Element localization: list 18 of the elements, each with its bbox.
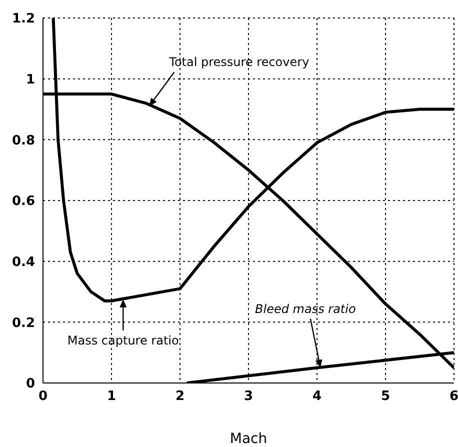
- annotation: Mass capture ratio: [67, 333, 179, 348]
- y-tick-label: 0.8: [12, 133, 35, 148]
- x-tick-label: 2: [175, 389, 185, 404]
- x-tick-label: 6: [449, 389, 458, 404]
- y-tick-label: 0.6: [12, 194, 35, 210]
- x-tick-label: 0: [38, 389, 48, 404]
- y-tick-label: 0: [26, 376, 35, 392]
- x-axis-title: Mach: [230, 431, 268, 447]
- y-tick-label: 1: [26, 72, 35, 88]
- x-tick-label: 5: [380, 389, 390, 404]
- y-tick-label: 0.4: [12, 254, 35, 270]
- annotation: Total pressure recovery: [168, 55, 310, 70]
- y-tick-label: 1.2: [12, 12, 35, 27]
- x-tick-label: 3: [244, 389, 254, 404]
- y-tick-label: 0.2: [12, 316, 35, 331]
- x-tick-label: 1: [106, 389, 116, 404]
- annotation: Bleed mass ratio: [255, 302, 356, 316]
- x-tick-label: 4: [312, 389, 322, 404]
